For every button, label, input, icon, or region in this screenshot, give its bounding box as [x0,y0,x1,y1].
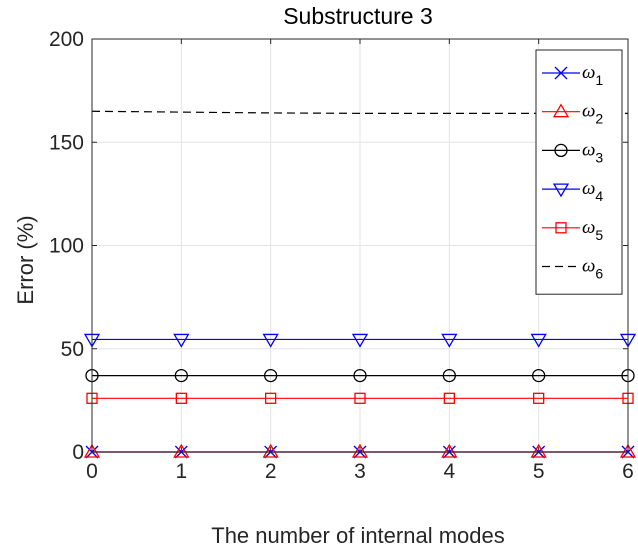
chart-title: Substructure 3 [283,3,433,29]
series-4-point-5 [530,333,547,348]
series-5 [86,392,634,404]
series-3-point-5 [532,368,546,383]
axes-frame [91,38,629,453]
legend-marker-1 [554,66,568,80]
x-tick-label-1: 1 [175,460,187,483]
legend-box [535,49,623,295]
series-2-point-3 [351,443,369,458]
series-3-point-4 [442,368,456,383]
y-tick-label-3: 150 [49,131,84,154]
series-4-point-4 [441,333,458,348]
x-tick-label-0: 0 [86,460,98,483]
x-tick-label-4: 4 [443,460,455,483]
series-3-point-3 [353,368,367,383]
series-5-point-1 [175,392,187,404]
series-3-point-2 [264,368,278,383]
x-tick-label-6: 6 [622,460,634,483]
legend-marker-2 [552,103,570,118]
y-axis-label: Error (%) [13,215,38,304]
series-4 [83,333,637,348]
series-2-point-1 [173,443,190,458]
legend-marker-4 [552,183,570,198]
series-5-point-2 [265,392,277,404]
y-tick-label-4: 200 [49,28,84,51]
series-2-point-6 [619,443,637,458]
series-2-point-5 [530,443,547,458]
legend-marker-5 [555,222,567,234]
x-tick-label-2: 2 [265,460,277,483]
y-tick-label-0: 0 [72,441,84,464]
x-tick-label-3: 3 [354,460,366,483]
legend-label-subscript-5: 5 [595,227,603,243]
series-5-point-4 [443,392,455,404]
legend-marker-3 [554,143,568,158]
x-tick-label-5: 5 [533,460,545,483]
series-2-point-2 [262,443,279,458]
legend-label-subscript-1: 1 [595,72,603,88]
series-3-point-1 [174,368,188,383]
series-5-point-5 [533,392,545,404]
series-2-point-4 [441,443,458,458]
legend-label-subscript-6: 6 [595,266,603,282]
legend-marker-1-stroke-b [554,66,568,80]
legend-label-subscript-3: 3 [595,149,603,165]
y-tick-label-1: 50 [61,338,84,361]
series-2-point-0 [83,443,101,458]
x-axis-label: The number of internal modes [211,523,505,548]
legend-label-subscript-2: 2 [595,111,603,127]
series-4-point-3 [351,333,369,348]
y-tick-label-2: 100 [49,235,84,258]
series-4-point-1 [173,333,190,348]
series-5-point-3 [354,392,366,404]
legend-label-subscript-4: 4 [595,188,603,204]
series-4-point-2 [262,333,279,348]
